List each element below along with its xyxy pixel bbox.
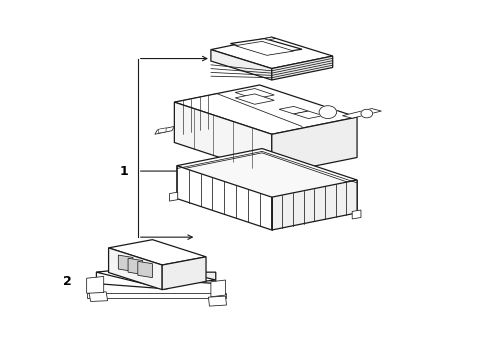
Polygon shape: [211, 280, 225, 297]
Polygon shape: [138, 261, 152, 278]
Polygon shape: [87, 293, 225, 298]
Polygon shape: [167, 272, 216, 284]
Polygon shape: [211, 50, 272, 80]
Polygon shape: [272, 117, 357, 175]
Polygon shape: [272, 56, 333, 80]
Text: 1: 1: [120, 165, 128, 177]
Polygon shape: [235, 94, 274, 104]
Polygon shape: [158, 128, 166, 133]
Polygon shape: [235, 89, 274, 99]
Polygon shape: [230, 39, 302, 54]
Polygon shape: [272, 180, 357, 230]
Polygon shape: [170, 192, 178, 201]
Polygon shape: [87, 276, 104, 293]
Polygon shape: [118, 255, 133, 271]
Polygon shape: [89, 292, 108, 301]
Polygon shape: [97, 266, 216, 287]
Text: 2: 2: [63, 275, 72, 288]
Circle shape: [361, 109, 373, 118]
Polygon shape: [294, 111, 323, 118]
Polygon shape: [155, 126, 174, 134]
Polygon shape: [174, 102, 272, 175]
Polygon shape: [184, 153, 350, 199]
Circle shape: [319, 106, 337, 118]
Polygon shape: [265, 37, 275, 40]
Polygon shape: [352, 210, 361, 219]
Polygon shape: [208, 296, 226, 306]
Polygon shape: [97, 272, 167, 289]
Polygon shape: [211, 37, 333, 68]
Polygon shape: [177, 166, 272, 230]
Polygon shape: [279, 107, 308, 114]
Polygon shape: [343, 109, 381, 118]
Polygon shape: [109, 248, 162, 290]
Polygon shape: [162, 257, 206, 290]
Polygon shape: [177, 149, 357, 197]
Polygon shape: [174, 85, 357, 134]
Polygon shape: [235, 41, 294, 55]
Polygon shape: [109, 240, 206, 265]
Polygon shape: [128, 258, 143, 275]
